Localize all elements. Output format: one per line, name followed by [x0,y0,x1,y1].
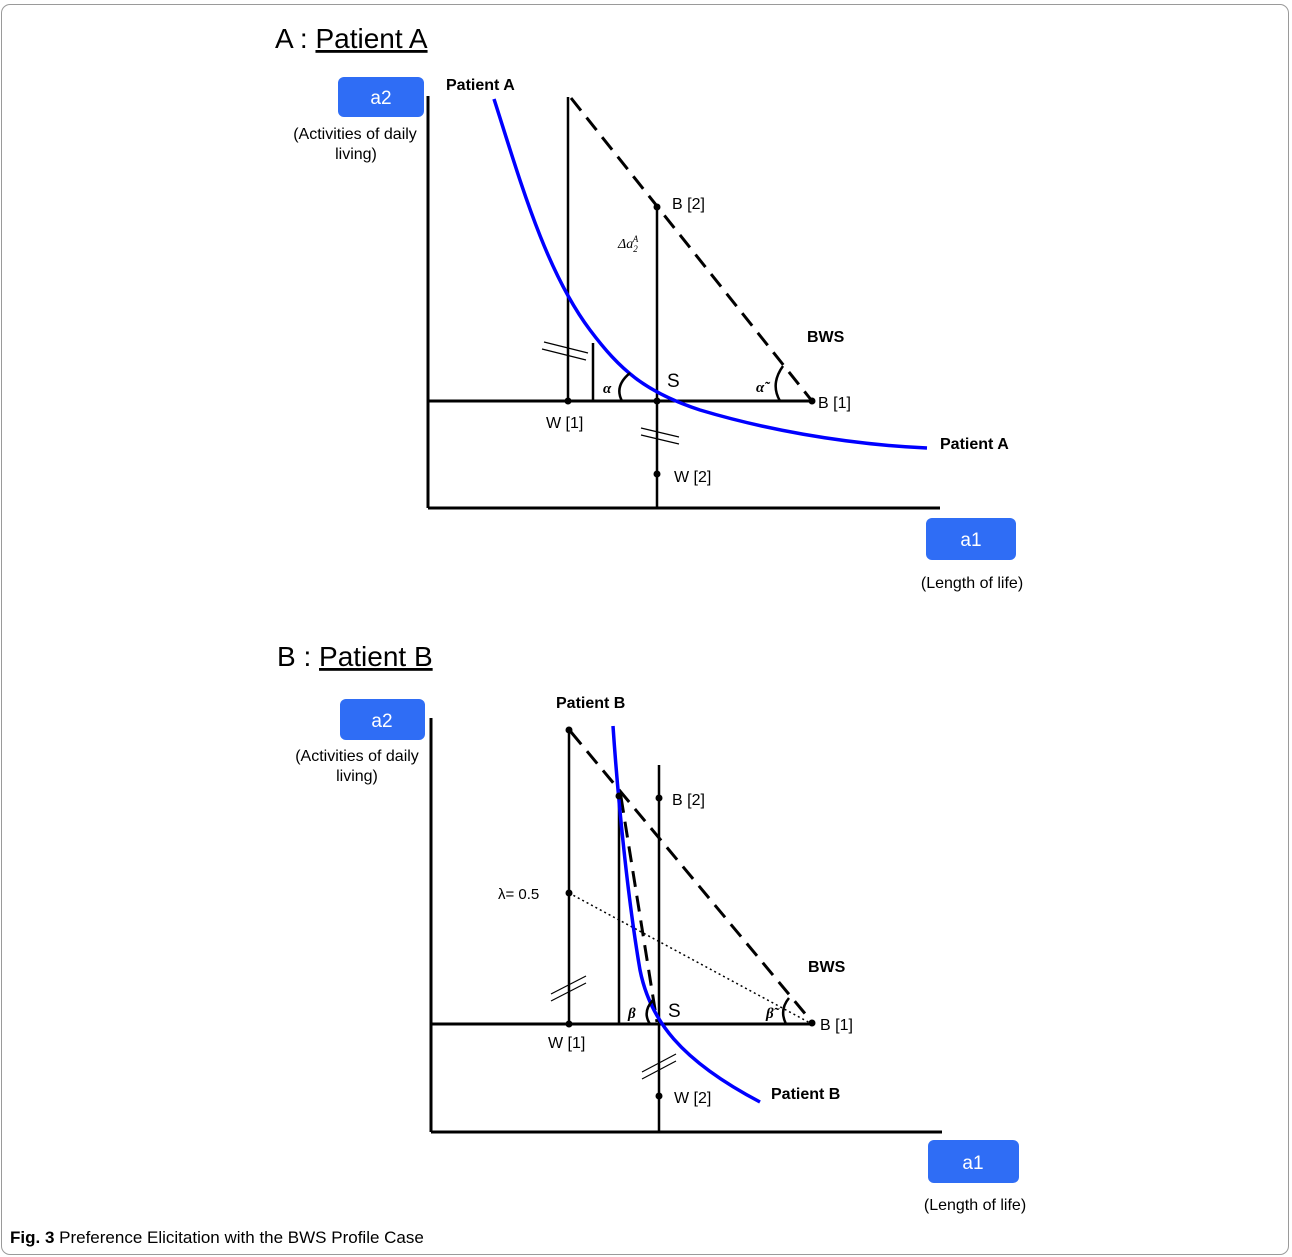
label-b2: B [2] [672,196,705,213]
x-axis-description: (Length of life) [924,1197,1026,1214]
panel-b: B : Patient B a2 (Activities of daily li… [277,641,1026,1214]
label-w2: W [2] [674,1090,711,1107]
curve-label-right: Patient B [771,1086,840,1103]
angle-arc [619,373,630,401]
point-w1 [565,398,572,405]
label-bws: BWS [808,959,846,976]
label-bws: BWS [807,329,845,346]
x-axis-badge-label: a1 [962,1153,983,1174]
indifference-curve [613,726,760,1102]
panel-b-title: B : Patient B [277,641,433,672]
label-s: S [667,371,680,392]
lambda-dotted-line [569,893,812,1024]
label-beta-tilde: β̃ [765,1006,781,1022]
bws-dashed-line [571,732,812,1022]
y-axis-badge-label: a2 [370,88,391,109]
label-b2: B [2] [672,792,705,809]
label-beta: β [627,1006,636,1022]
panel-a: A : Patient A a2 (Activities of daily li… [275,23,1023,592]
point-b2 [654,204,661,211]
label-lambda: λ= 0.5 [498,886,539,903]
bws-dashed-line [571,98,812,401]
point-b2 [656,795,663,802]
point-b1 [809,1020,816,1027]
angle-arc-tilde [783,998,789,1024]
y-axis-description-2: living) [335,146,377,163]
tick-mark [641,428,679,437]
label-w2: W [2] [674,469,711,486]
y-axis-description-2: living) [336,768,378,785]
point-w2 [654,471,661,478]
curve-label-top: Patient A [446,77,515,94]
caption-text: Preference Elicitation with the BWS Prof… [54,1228,423,1247]
label-b1: B [1] [818,395,851,412]
point-lambda [566,890,573,897]
curve-label-top: Patient B [556,695,625,712]
x-axis-badge-label: a1 [960,530,981,551]
x-axis-description: (Length of life) [921,575,1023,592]
point-s [654,398,661,405]
label-delta: Δa2A [617,234,639,254]
label-alpha: α [603,381,612,397]
curve-label-right: Patient A [940,436,1009,453]
indifference-curve [494,99,927,448]
tick-mark [641,435,679,444]
point-top [566,727,573,734]
point-w1 [566,1021,573,1028]
label-w1: W [1] [548,1035,585,1052]
point-w2 [656,1093,663,1100]
label-alpha-tilde: α̃ [756,380,771,396]
y-axis-description: (Activities of daily [295,748,419,765]
y-axis-badge-label: a2 [371,711,392,732]
label-s: S [668,1001,681,1022]
label-b1: B [1] [820,1017,853,1034]
label-w1: W [1] [546,415,583,432]
caption-label: Fig. 3 [10,1228,54,1247]
panel-a-title: A : Patient A [275,23,428,54]
y-axis-description: (Activities of daily [293,126,417,143]
figure-caption: Fig. 3 Preference Elicitation with the B… [10,1228,424,1248]
angle-arc-tilde [776,366,783,401]
point-tangent [616,793,623,800]
point-b1 [809,398,816,405]
